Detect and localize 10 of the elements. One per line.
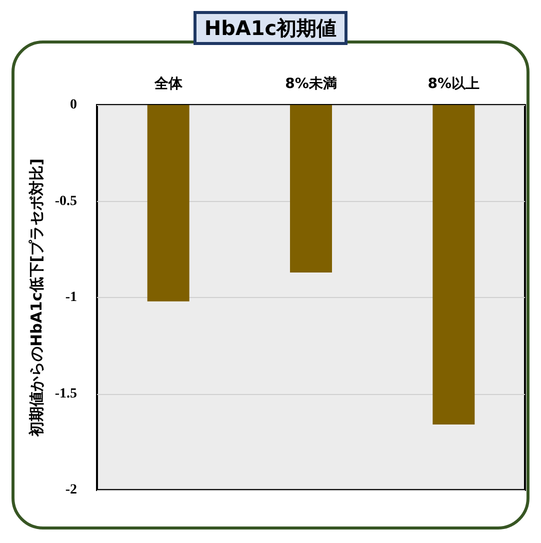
- chart-title: HbA1c初期値: [204, 16, 337, 40]
- y-tick-label: -1: [65, 290, 77, 305]
- y-tick-label: -2: [65, 482, 77, 498]
- y-tick-label: -0.5: [54, 194, 77, 209]
- x-tick-label: 8%未満: [285, 76, 337, 92]
- y-tick-label: 0: [70, 98, 77, 112]
- y-axis-title: 初期値からのHbA1c低下[プラセボ対比]: [27, 158, 46, 438]
- y-tick-label: -1.5: [54, 386, 77, 402]
- x-tick-label: 8%以上: [428, 76, 480, 92]
- x-tick-label: 全体: [153, 76, 184, 92]
